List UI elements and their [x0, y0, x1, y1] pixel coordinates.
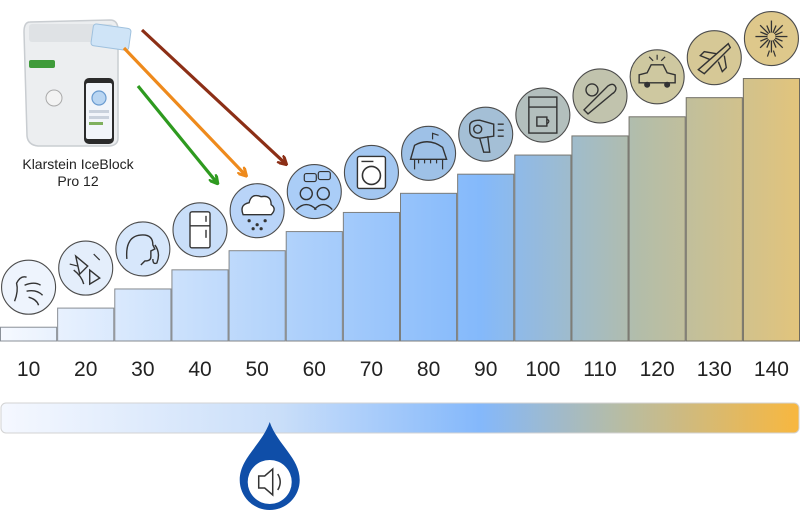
tick-label: 30: [131, 358, 154, 381]
hair-dryer-icon: [458, 106, 514, 162]
product-name-line1: Klarstein IceBlock: [22, 156, 134, 172]
tick-label: 80: [417, 358, 440, 381]
bar-60: [285, 231, 343, 342]
drop-marker: [239, 422, 300, 510]
level-marker: [239, 422, 300, 510]
arrow-1: [122, 46, 245, 175]
tick-label: 140: [754, 358, 789, 381]
bar-20: [57, 307, 115, 342]
arrow-2: [140, 28, 285, 163]
whisper-icon: [115, 221, 171, 277]
icons-group: [1, 10, 799, 315]
tick-label: 100: [525, 358, 560, 381]
coffee-machine-icon: [515, 87, 571, 143]
bar-50: [228, 250, 286, 342]
tick-label: 120: [640, 358, 675, 381]
fireworks-icon: [743, 10, 799, 67]
tick-label: 10: [17, 358, 40, 381]
car-icon: [629, 49, 685, 105]
bar-70: [342, 211, 401, 342]
conversation-icon: [286, 164, 342, 220]
bar-30: [114, 288, 172, 342]
tick-label: 40: [188, 358, 211, 381]
product-name-line2: Pro 12: [57, 173, 99, 189]
product-name: Klarstein IceBlock Pro 12: [0, 156, 156, 190]
tick-label: 70: [360, 358, 383, 381]
noise-scale-bar: [0, 402, 800, 434]
chainsaw-icon: [572, 68, 628, 124]
x-axis-tick-labels: 10 20 30 40 50 60 70 80 90 100 110 120 130 140: [17, 358, 789, 381]
tick-label: 90: [474, 358, 497, 381]
leaves-icon: [58, 240, 114, 296]
jet-icon: [686, 30, 742, 86]
rain-icon: [229, 183, 285, 239]
bar-90: [457, 173, 515, 342]
tick-label: 110: [583, 358, 616, 381]
bar-120: [628, 116, 686, 342]
tick-label: 60: [303, 358, 326, 381]
fridge-icon: [172, 202, 228, 258]
tick-label: 50: [245, 358, 268, 381]
bar-40: [171, 269, 229, 342]
bar-110: [571, 135, 629, 342]
bar-10: [0, 326, 58, 342]
bars-group: [0, 78, 800, 342]
tick-label: 130: [697, 358, 732, 381]
washing-machine-icon: [343, 144, 399, 200]
bar-80: [400, 192, 458, 342]
tick-label: 20: [74, 358, 97, 381]
arrows-group: [122, 28, 285, 182]
bar-130: [685, 97, 743, 342]
bar-100: [514, 154, 572, 342]
piano-icon: [401, 125, 457, 181]
arrow-0: [136, 84, 217, 182]
breath-icon: [1, 259, 57, 315]
bar-140: [742, 78, 800, 342]
speaker-icon: [257, 467, 281, 497]
air-conditioner-illustration: [23, 19, 132, 147]
